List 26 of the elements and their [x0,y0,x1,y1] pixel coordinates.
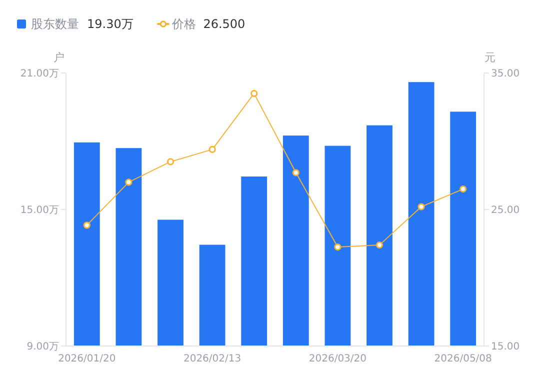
legend-label: 股东数量 [31,17,79,32]
text: 26.500 [203,17,246,32]
point [460,185,467,193]
y-tick-label: 9.00万 [26,342,59,352]
y2-tick-label: 35.00 [491,68,520,80]
x-tick-label: 2026/05/08 [434,354,492,364]
point [376,241,384,249]
y-axis-title: 户 [54,50,64,64]
point [125,178,132,186]
point [83,222,90,229]
point [250,90,258,98]
y2-tick-label: 15.00 [491,342,520,352]
y-tick-label: 15.00万 [20,205,59,216]
text: 19.30万 [87,17,134,32]
y2-axis-title: 元 [484,50,496,64]
point [334,243,342,251]
y-tick-label: 21.00万 [20,68,59,80]
point [166,158,174,166]
point [208,146,216,153]
legend-label: 价格 [171,17,196,32]
x-tick-label: 2026/01/20 [58,354,116,364]
x-tick-label: 2026/03/20 [308,354,367,364]
point [418,203,425,210]
y2-tick-label: 25.00 [491,205,520,216]
x-tick-label: 2026/02/13 [183,354,242,364]
point [292,169,300,176]
